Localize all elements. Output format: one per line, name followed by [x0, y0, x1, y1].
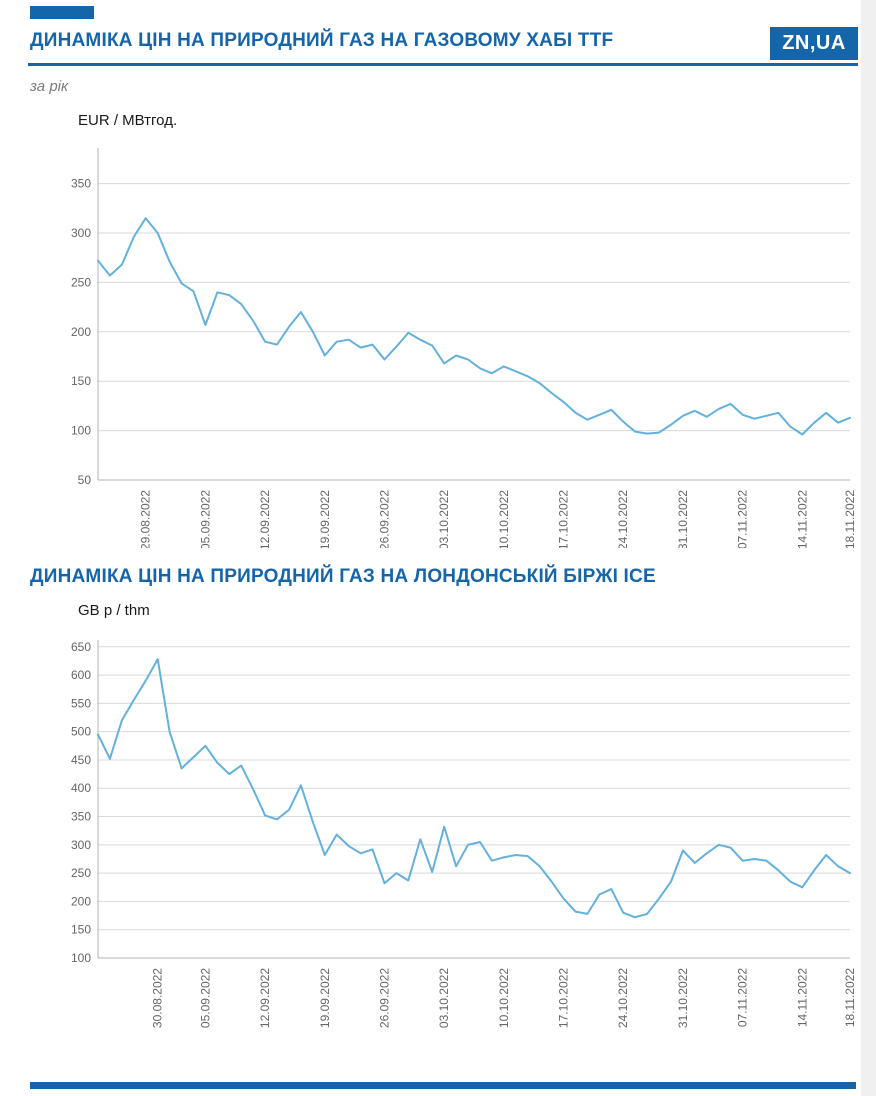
x-tick-label: 17.10.2022: [557, 490, 571, 548]
price-line: [97, 658, 851, 919]
x-tick-label: 19.09.2022: [318, 490, 332, 548]
chart1-unit-label: EUR / МВтгод.: [78, 112, 178, 129]
x-tick-label: 24.10.2022: [616, 968, 630, 1028]
y-tick-label: 500: [71, 725, 91, 739]
y-tick-label: 50: [78, 473, 92, 487]
x-tick-label: 29.08.2022: [139, 490, 153, 548]
top-accent-bar: [30, 6, 94, 19]
y-tick-label: 350: [71, 810, 91, 824]
x-tick-label: 12.09.2022: [258, 968, 272, 1028]
logo-text: ZN,UA: [782, 32, 846, 54]
x-tick-label: 18.11.2022: [843, 968, 857, 1027]
y-tick-label: 550: [71, 696, 91, 710]
price-line: [97, 217, 851, 436]
x-tick-label: 12.09.2022: [258, 490, 272, 548]
y-tick-label: 200: [71, 894, 91, 908]
ttf-price-chart: 50 100 150 200 250 300 350 29.08.2022 05.09.2022…: [71, 148, 857, 548]
page-right-edge: [861, 0, 876, 1096]
x-tick-label: 14.11.2022: [795, 968, 809, 1027]
y-tick-label: 350: [71, 177, 91, 191]
y-tick-label: 100: [71, 951, 91, 965]
y-tick-label: 300: [71, 838, 91, 852]
x-tick-label: 18.11.2022: [843, 490, 857, 548]
y-tick-label: 300: [71, 226, 91, 240]
chart2-unit-label: GB p / thm: [78, 602, 150, 619]
x-tick-label: 26.09.2022: [377, 968, 391, 1028]
ice-price-chart: 100 150 200 250 300 350 400 450 500 550 600 650 30.0…: [71, 640, 857, 1028]
y-tick-label: 400: [71, 781, 91, 795]
x-tick-label: 14.11.2022: [795, 490, 809, 548]
y-tick-label: 450: [71, 753, 91, 767]
x-tick-label: 26.09.2022: [377, 490, 391, 548]
x-tick-label: 10.10.2022: [497, 968, 511, 1028]
x-tick-label: 31.10.2022: [676, 968, 690, 1028]
x-tick-label: 03.10.2022: [437, 968, 451, 1028]
x-tick-label: 07.11.2022: [736, 968, 750, 1027]
bottom-accent-bar: [30, 1082, 856, 1089]
znua-logo: ZN,UA: [770, 27, 858, 60]
x-tick-label: 31.10.2022: [676, 490, 690, 548]
title-divider: [28, 63, 858, 66]
x-tick-label: 03.10.2022: [437, 490, 451, 548]
section2-title: ДИНАМІКА ЦІН НА ПРИРОДНИЙ ГАЗ НА ЛОНДОНС…: [30, 566, 656, 587]
y-tick-label: 150: [71, 923, 91, 937]
x-tick-label: 17.10.2022: [557, 968, 571, 1028]
x-tick-label: 05.09.2022: [198, 968, 212, 1028]
y-tick-label: 250: [71, 275, 91, 289]
y-tick-label: 250: [71, 866, 91, 880]
x-tick-label: 07.11.2022: [736, 490, 750, 548]
x-tick-label: 05.09.2022: [198, 490, 212, 548]
x-tick-label: 24.10.2022: [616, 490, 630, 548]
y-tick-label: 100: [71, 424, 91, 438]
y-tick-label: 650: [71, 640, 91, 654]
x-tick-label: 30.08.2022: [151, 968, 165, 1028]
x-tick-label: 10.10.2022: [497, 490, 511, 548]
y-tick-label: 150: [71, 374, 91, 388]
x-tick-label: 19.09.2022: [318, 968, 332, 1028]
period-subtitle: за рік: [30, 78, 69, 95]
y-tick-label: 600: [71, 668, 91, 682]
y-tick-label: 200: [71, 325, 91, 339]
page-title: ДИНАМІКА ЦІН НА ПРИРОДНИЙ ГАЗ НА ГАЗОВОМ…: [30, 30, 614, 51]
